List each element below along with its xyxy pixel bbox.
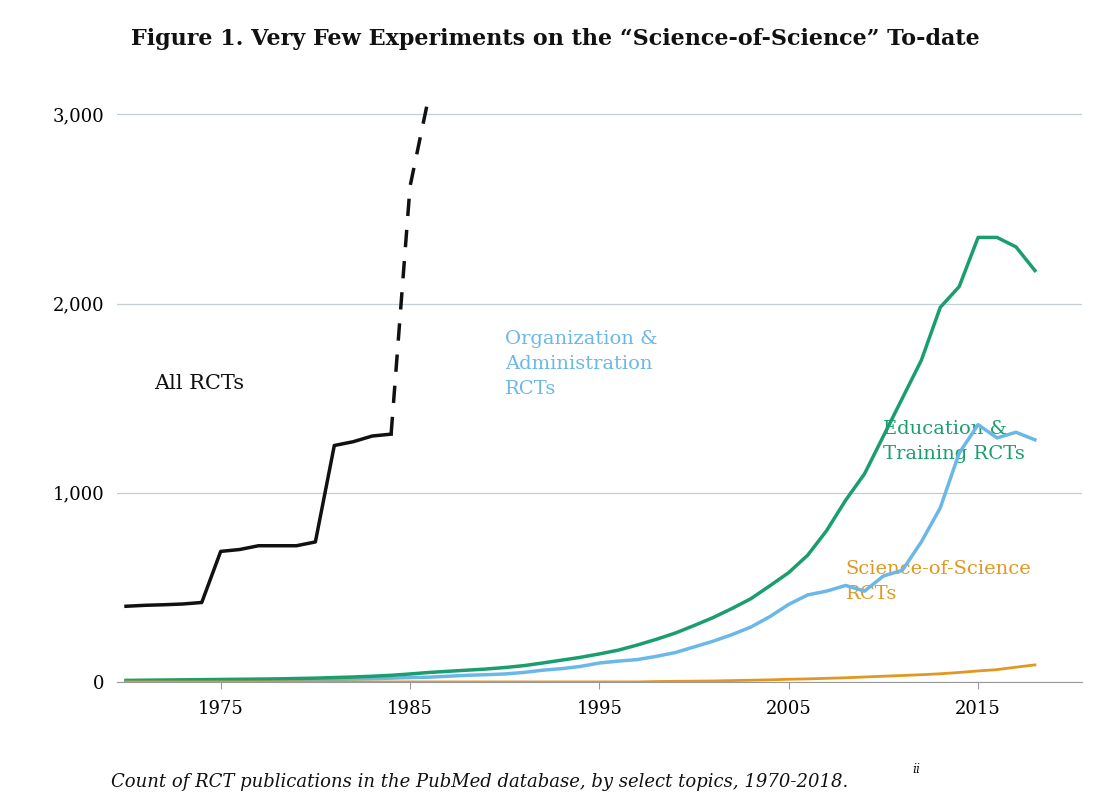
Text: All RCTs: All RCTs [154, 374, 244, 392]
Text: ii: ii [912, 763, 920, 776]
Text: Count of RCT publications in the PubMed database, by select topics, 1970-2018.: Count of RCT publications in the PubMed … [111, 773, 848, 791]
Text: Education &
Training RCTs: Education & Training RCTs [884, 420, 1026, 463]
Text: Organization &
Administration
RCTs: Organization & Administration RCTs [505, 330, 657, 398]
Text: Science-of-Science
RCTs: Science-of-Science RCTs [846, 560, 1031, 603]
Text: Figure 1. Very Few Experiments on the “Science-of-Science” To-date: Figure 1. Very Few Experiments on the “S… [131, 28, 979, 50]
